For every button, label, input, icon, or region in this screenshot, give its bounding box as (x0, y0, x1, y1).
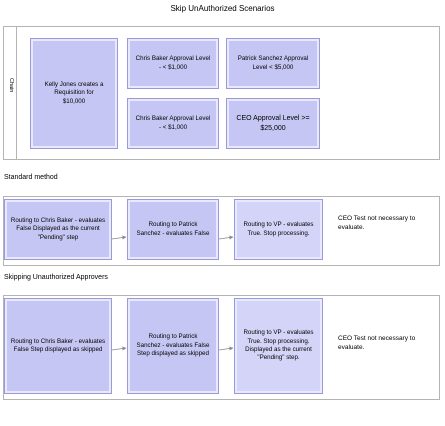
skipping-step-patrick-sanchez: Routing to Patrick Sanchez - evaluates F… (127, 298, 219, 394)
arrow-standard-2 (218, 235, 234, 240)
standard-method-note: CEO Test not necessary to evaluate. (338, 215, 416, 232)
arrow-skipping-1 (111, 346, 127, 351)
diagram-title: Skip UnAuthorized Scenarios (170, 4, 275, 13)
skipping-method-note: CEO Test not necessary to evaluate. (338, 335, 416, 352)
standard-method-heading: Standard method (4, 174, 58, 181)
standard-step-chris-baker: Routing to Chris Baker - evaluates False… (4, 199, 112, 260)
approver-box-chris-baker-bottom: Chris Baker Approval Level - < $1,000 (127, 98, 219, 149)
approver-box-chris-baker-top: Chris Baker Approval Level - < $1,000 (127, 38, 219, 89)
requester-box: Kelly Jones creates a Requisition for $1… (30, 38, 118, 149)
skipping-step-vp: Routing to VP - evaluates True. Stop pro… (234, 298, 323, 394)
arrow-standard-1 (111, 235, 127, 240)
skipping-method-heading: Skipping Unauthorized Approvers (4, 274, 108, 281)
standard-step-vp: Routing to VP - evaluates True. Stop pro… (234, 199, 323, 260)
skipping-step-chris-baker: Routing to Chris Baker - evaluates False… (4, 298, 112, 394)
chain-label-strip (3, 26, 17, 160)
approver-box-patrick-sanchez: Patrick Sanchez Approval Level < $5,000 (226, 38, 320, 89)
arrow-skipping-2 (218, 346, 234, 351)
approver-box-ceo: CEO Approval Level >= $25,000 (226, 98, 320, 149)
standard-step-patrick-sanchez: Routing to Patrick Sanchez - evaluates F… (127, 199, 219, 260)
